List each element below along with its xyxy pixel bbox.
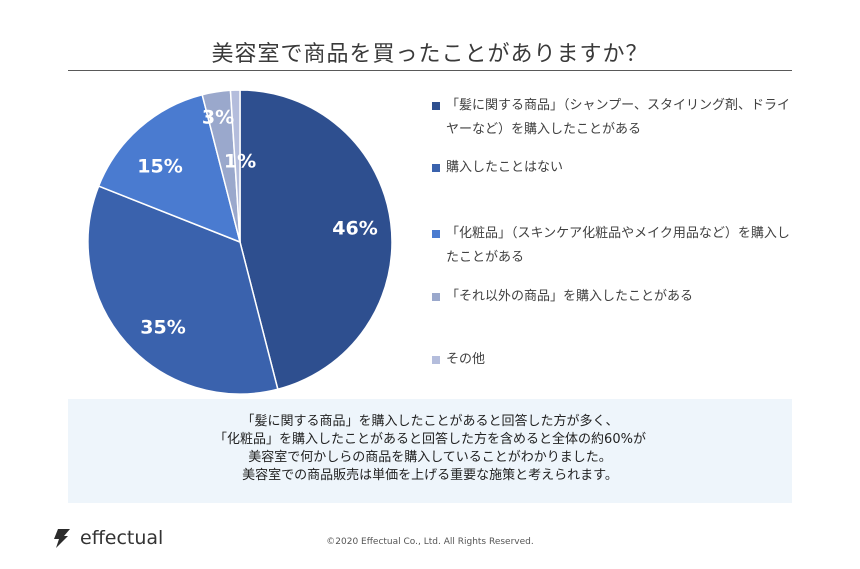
legend-item: その他 — [432, 348, 802, 372]
pie-slice — [87, 185, 279, 395]
chart-title: 美容室で商品を買ったことがありますか？ — [211, 42, 649, 67]
note-line: 「化粧品」を購入したことがあると回答した方を含めると全体の約60%が — [214, 432, 646, 447]
legend-label: 「それ以外の商品」を購入したことがある — [446, 289, 694, 304]
legend-item: 「化粧品」（スキンケア化粧品やメイク用品など）を購入したことがある — [432, 222, 802, 270]
legend-label: 「化粧品」（スキンケア化粧品やメイク用品など）を購入したことがある — [446, 226, 790, 265]
legend-swatch — [432, 356, 440, 364]
slice-data-label: 15% — [137, 156, 182, 178]
legend-item: 「髪に関する商品」（シャンプー、スタイリング剤、ドライヤーなど）を購入したことが… — [432, 94, 802, 142]
legend-swatch — [432, 230, 440, 238]
slice-data-label: 1% — [224, 151, 256, 173]
note-line: 「髪に関する商品」を購入したことがあると回答した方が多く、 — [241, 414, 619, 429]
slice-data-label: 35% — [140, 317, 185, 339]
note-line: 美容室で何かしらの商品を購入していることがわかりました。 — [248, 450, 612, 465]
legend-swatch — [432, 293, 440, 301]
summary-note: 「髪に関する商品」を購入したことがあると回答した方が多く、 「化粧品」を購入した… — [68, 399, 792, 503]
legend-label: 購入したことはない — [446, 160, 564, 175]
brand-mark-icon — [54, 529, 70, 548]
brand-name: effectual — [80, 527, 164, 549]
copyright: ©2020 Effectual Co., Ltd. All Rights Res… — [326, 537, 534, 547]
legend-swatch — [432, 164, 440, 172]
legend-item: 購入したことはない — [432, 156, 802, 180]
note-line: 美容室での商品販売は単価を上げる重要な施策と考えられます。 — [242, 468, 618, 483]
slice-data-label: 3% — [202, 107, 234, 129]
brand-logo: effectual — [50, 527, 163, 549]
legend-label: 「髪に関する商品」（シャンプー、スタイリング剤、ドライヤーなど）を購入したことが… — [446, 98, 790, 137]
title-underline — [68, 70, 792, 71]
slice-data-label: 46% — [332, 218, 377, 240]
legend-label: その他 — [446, 352, 486, 367]
legend-item: 「それ以外の商品」を購入したことがある — [432, 285, 802, 309]
pie-chart: 46% 35% 15% 3% 1% — [87, 89, 393, 395]
pie-slice — [239, 89, 393, 391]
pie-slice — [229, 89, 241, 243]
pie-slice — [97, 93, 242, 244]
legend-swatch — [432, 102, 440, 110]
